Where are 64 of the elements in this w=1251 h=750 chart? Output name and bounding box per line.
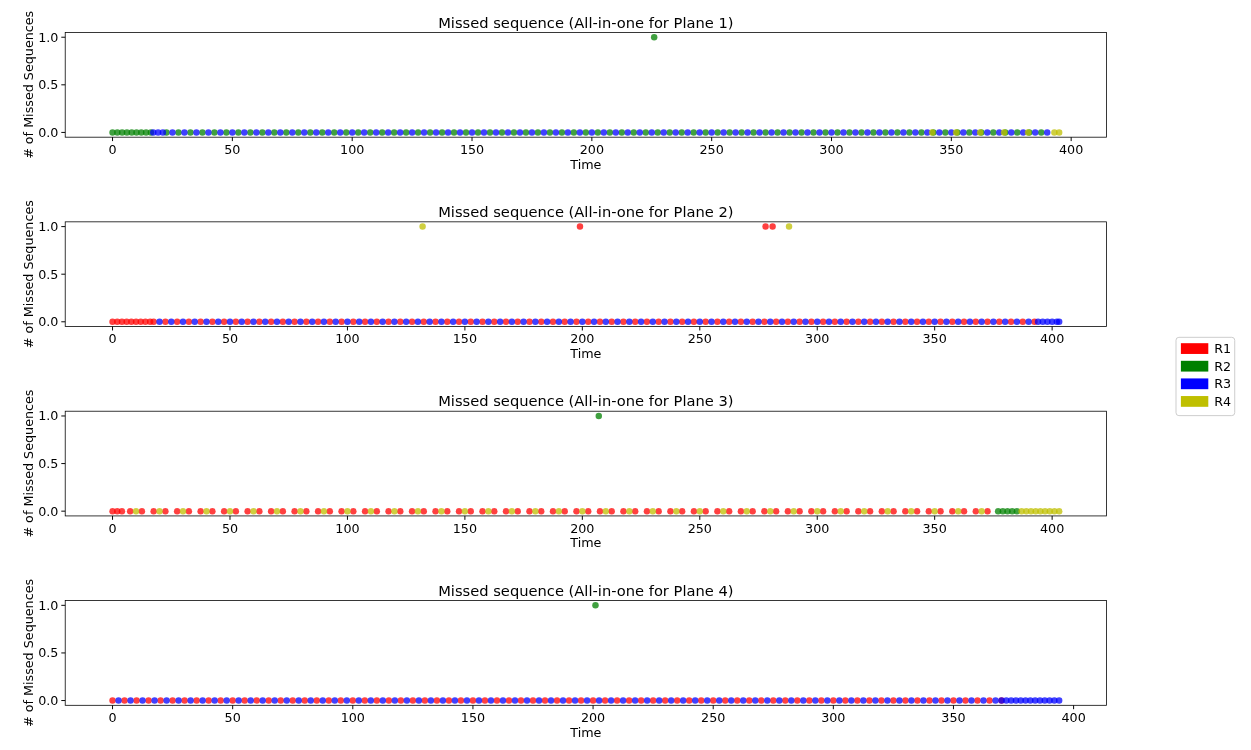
y-tick-label: 0.5 <box>38 455 59 471</box>
x-tick-label: 200 <box>570 520 595 536</box>
x-tick-label: 0 <box>108 520 117 536</box>
y-tick-label: 0.5 <box>38 645 59 661</box>
y-tick-label: 0.5 <box>38 77 59 93</box>
x-tick-label: 350 <box>922 331 947 347</box>
x-tick-label: 400 <box>1061 709 1086 725</box>
y-tick-label: 1.0 <box>38 219 59 234</box>
x-tick-label: 350 <box>939 141 964 157</box>
x-tick-label: 50 <box>221 520 239 536</box>
chart-title: Missed sequence (All-in-one for Plane 2) <box>438 202 734 220</box>
x-tick-label: 250 <box>699 141 724 157</box>
y-tick-label: 0.0 <box>38 503 59 519</box>
x-tick-label: 250 <box>701 709 726 725</box>
x-tick-label: 50 <box>224 141 241 157</box>
legend-label: R2 <box>1214 358 1232 374</box>
x-tick-label: 50 <box>224 709 241 725</box>
x-tick-label: 300 <box>821 709 846 725</box>
y-axis-title: # of Missed Sequences <box>20 200 36 349</box>
y-tick-label: 1.0 <box>38 597 59 613</box>
y-tick-label: 0.0 <box>38 124 59 140</box>
x-tick-label: 0 <box>108 141 117 157</box>
y-axis-title: # of Missed Sequences <box>20 578 36 727</box>
x-tick-label: 250 <box>687 520 712 536</box>
legend-label: R4 <box>1214 393 1232 409</box>
x-axis-title: Time <box>569 724 602 740</box>
x-tick-label: 300 <box>805 520 830 536</box>
x-tick-label: 100 <box>335 331 360 347</box>
x-tick-label: 200 <box>570 331 595 347</box>
chart-title: Missed sequence (All-in-one for Plane 1) <box>438 13 734 31</box>
y-tick-label: 1.0 <box>38 408 59 424</box>
x-tick-label: 50 <box>221 331 239 347</box>
x-tick-label: 200 <box>580 709 606 725</box>
y-tick-label: 0.0 <box>38 314 59 330</box>
chart-title: Missed sequence (All-in-one for Plane 3) <box>438 392 734 410</box>
x-tick-label: 150 <box>460 709 486 725</box>
legend-label: R1 <box>1214 340 1232 356</box>
x-tick-label: 150 <box>459 141 485 157</box>
x-axis-title: Time <box>569 345 602 361</box>
x-tick-label: 100 <box>340 709 365 725</box>
x-tick-label: 400 <box>1040 331 1065 347</box>
y-tick-label: 1.0 <box>38 29 59 45</box>
x-tick-label: 100 <box>340 141 365 157</box>
y-tick-label: 0.0 <box>38 692 59 708</box>
x-tick-label: 250 <box>687 331 712 347</box>
x-tick-label: 100 <box>335 520 360 536</box>
x-tick-label: 300 <box>805 331 830 347</box>
x-axis-title: Time <box>569 535 602 551</box>
x-tick-label: 200 <box>579 141 604 157</box>
x-tick-label: 350 <box>941 709 966 725</box>
x-tick-label: 150 <box>452 331 478 347</box>
x-axis-title: Time <box>569 156 602 172</box>
x-tick-label: 150 <box>452 520 478 536</box>
x-tick-label: 0 <box>108 709 117 725</box>
x-tick-label: 0 <box>108 331 117 347</box>
legend-label: R3 <box>1214 376 1232 392</box>
y-axis-title: # of Missed Sequences <box>20 10 36 159</box>
y-axis-title: # of Missed Sequences <box>20 389 36 538</box>
chart-title: Missed sequence (All-in-one for Plane 4) <box>438 581 734 599</box>
x-tick-label: 400 <box>1059 141 1084 157</box>
x-tick-label: 400 <box>1040 520 1065 536</box>
y-tick-label: 0.5 <box>38 266 59 282</box>
x-tick-label: 300 <box>819 141 844 157</box>
x-tick-label: 350 <box>922 520 947 536</box>
